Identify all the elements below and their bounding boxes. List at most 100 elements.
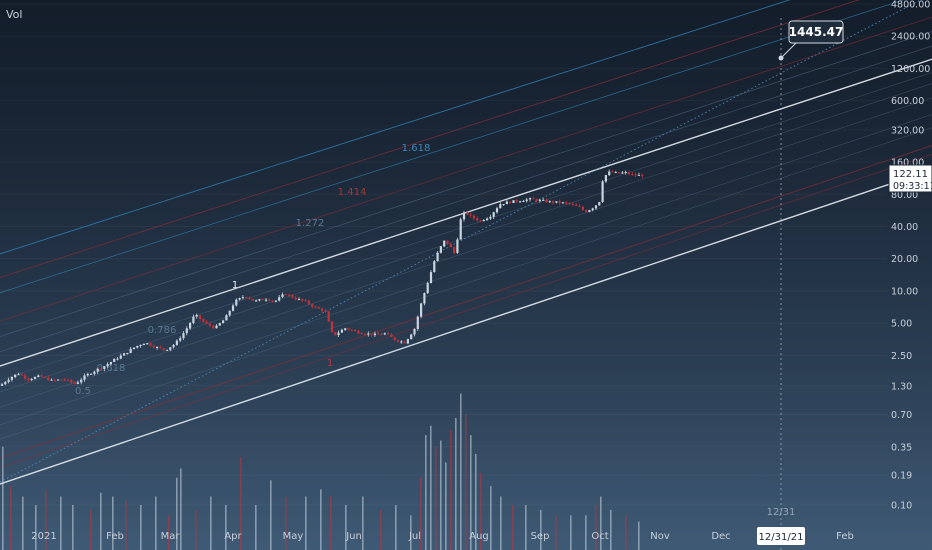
candle-body [202,319,205,322]
candle-body [238,298,241,300]
volume-bar [410,515,412,550]
y-axis-tick: 80.00 [891,190,918,201]
candle-body [195,315,198,317]
candle-body [505,201,508,205]
candle-body [416,316,419,329]
candle-body [37,375,40,377]
x-axis-tick: Jul [408,531,421,542]
candle-body [175,340,178,345]
candle-body [268,299,271,301]
candle-body [294,297,297,300]
price-badge-countdown: 09:33:11 [893,181,932,192]
fib-line [0,145,932,459]
volume-bar [460,393,462,550]
candle-body [621,172,624,174]
candle-body [591,208,594,211]
candle-body [222,320,225,324]
volume-bar [168,515,170,550]
volume-bar [512,505,514,550]
fib-line [0,153,932,468]
candle-body [304,300,307,302]
volume-bar [100,492,102,550]
candle-body [33,376,37,379]
candle-body [426,283,429,294]
candle-body [264,299,268,301]
y-axis-tick: 0.70 [891,410,912,421]
candle-body [509,201,512,203]
candle-body [555,201,558,203]
candle-body [261,299,264,301]
candle-body [354,330,357,332]
candle-body [274,300,277,302]
candle-body [192,316,195,324]
candle-body [136,345,139,348]
candle-body [383,333,386,335]
candle-body [76,382,79,384]
candle-body [248,297,251,299]
candle-body [469,214,472,216]
volume-bar [555,515,557,550]
fib-line [0,31,932,337]
x-axis-tick: Apr [224,531,242,542]
price-badge-box [888,164,932,193]
candle-body [459,219,462,240]
volume-bar [60,496,62,550]
volume-bar [362,496,364,550]
volume-bar [425,435,427,550]
candle-body [255,300,258,302]
candle-body [103,366,106,369]
crosshair-date-box [757,527,805,545]
candle-body [291,294,294,298]
volume-bar [270,480,272,550]
candle-body [152,345,155,348]
candle-body [370,333,373,336]
candle-body [205,321,208,324]
candle-body [245,297,248,299]
volume-bar [430,425,432,550]
candle-body [185,328,188,334]
candle-body [495,208,499,213]
indicator-label[interactable]: Vol [6,8,23,21]
volume-bar [570,515,572,550]
candle-body [538,199,541,201]
candle-body [585,210,588,212]
candle-body [63,379,66,381]
volume-bar [22,496,24,550]
candle-body [522,201,525,203]
fib-line [0,114,932,426]
fib-level-label: 1.618 [402,143,431,154]
candle-body [433,261,436,273]
candle-body [235,299,238,306]
volume-bar [480,472,482,550]
y-axis-tick: 0.19 [891,471,912,482]
pivot-label: 1 [232,280,238,291]
volume-bar [500,496,502,550]
candle-body [552,201,555,203]
volume-bar [625,515,627,550]
candle-body [109,361,112,365]
volume-bar [600,496,602,550]
candle-body [446,240,449,244]
candle-body [515,200,518,202]
candle-body [542,199,545,201]
volume-bar [285,496,287,550]
candle-body [156,347,159,349]
candle-body [453,247,456,253]
x-axis-tick: Feb [106,531,124,542]
candle-body [96,368,99,372]
fib-line [0,72,932,381]
candle-body [169,347,172,350]
candle-body [568,202,571,204]
candle-body [307,300,310,305]
x-axis-tick: Feb [836,531,854,542]
candle-body [80,379,83,383]
fib-line [0,0,860,278]
candle-body [90,373,93,375]
candle-body [182,333,185,339]
volume-bar [320,489,322,550]
candle-body [581,206,584,211]
candle-body [126,352,129,354]
candle-body [215,325,218,329]
